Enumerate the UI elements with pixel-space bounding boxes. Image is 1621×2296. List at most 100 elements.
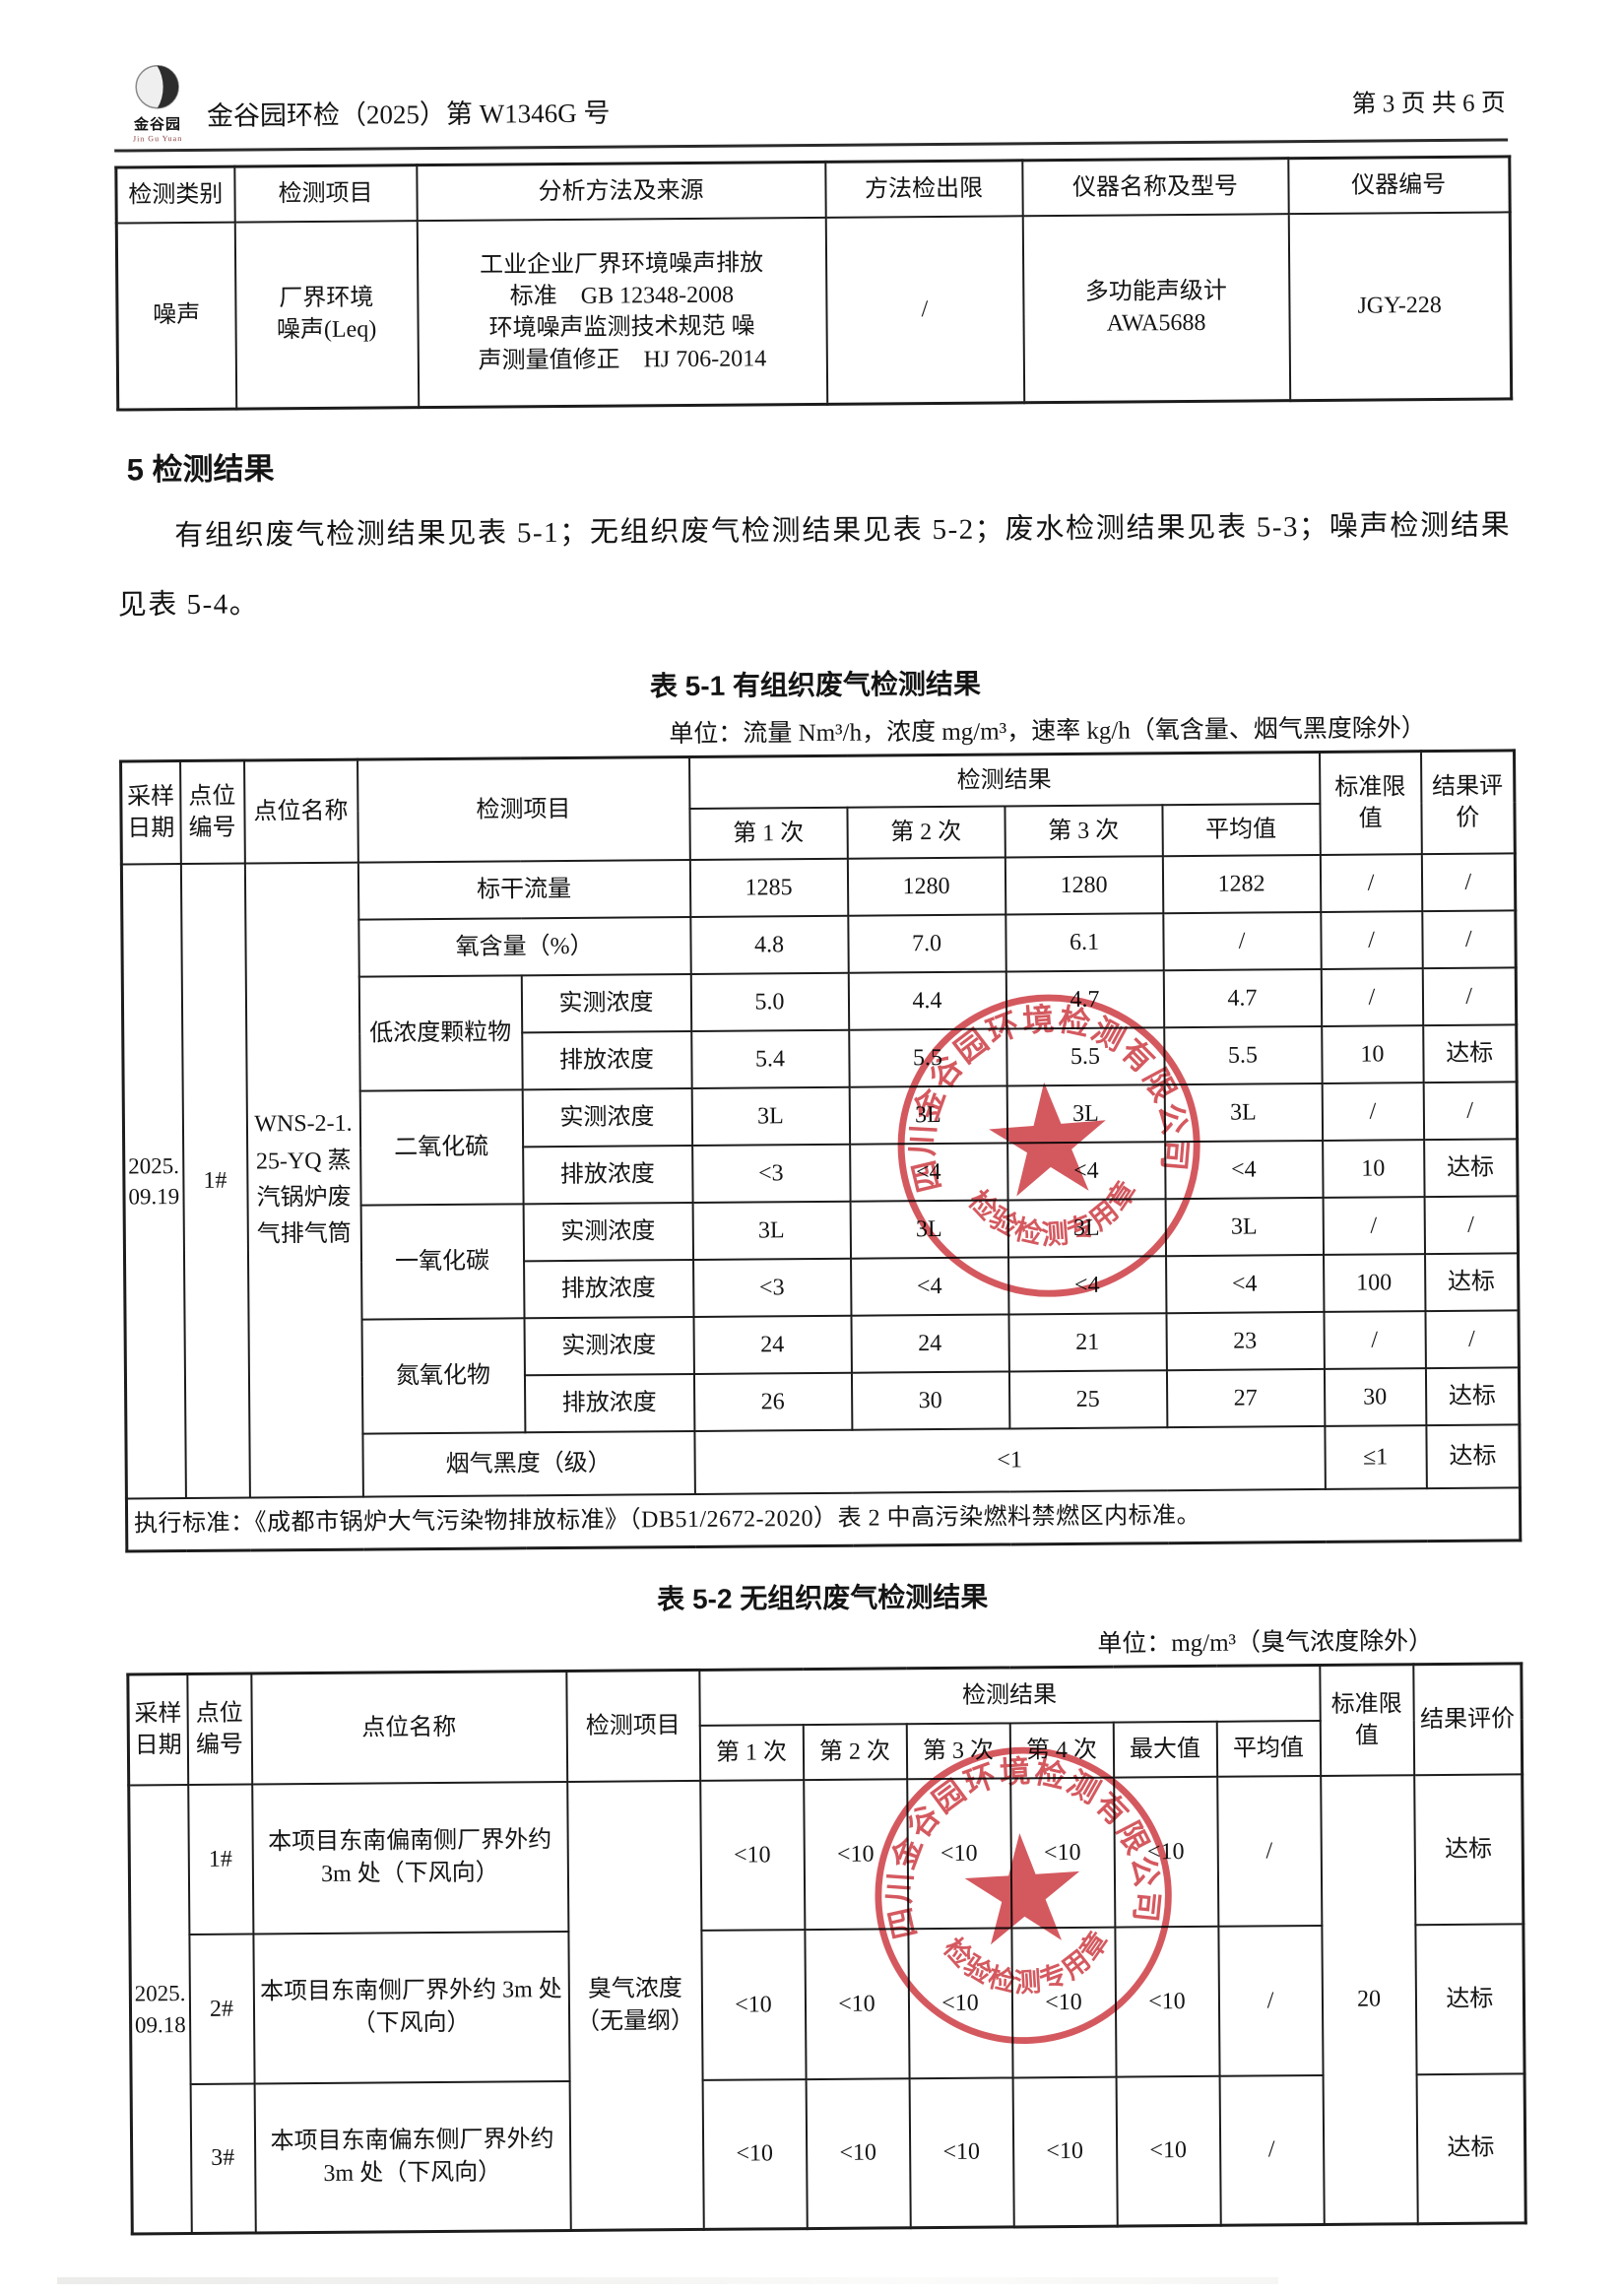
item-cell: 标干流量 [357,859,690,920]
value-cell: 3L [1164,1082,1323,1142]
value-cell: <4 [1164,1140,1324,1199]
col-header: 仪器编号 [1287,157,1511,214]
item-group-cell: 一氧化碳 [360,1204,525,1320]
value-cell: 24 [850,1314,1009,1373]
logo-subtext: Jin Gu Yuan [132,133,183,143]
value-cell: <10 [1114,1926,1220,2077]
limit-cell: / [1322,1082,1424,1141]
value-cell: <10 [1116,2075,1221,2227]
eval-cell: 达标 [1424,1253,1519,1311]
value-cell: <10 [700,1929,807,2080]
item-cell: 氧含量（%） [357,916,691,977]
value-cell: <4 [1007,1255,1166,1315]
value-cell: 3L [692,1201,851,1260]
item-group-cell: 低浓度颗粒物 [358,975,523,1091]
value-cell: <4 [850,1257,1008,1316]
table-5-1-unit-note: 单位：流量 Nm³/h，浓度 mg/m³，速率 kg/h（氧含量、烟气黑度除外） [669,715,1426,749]
value-cell: 4.4 [848,971,1006,1030]
value-cell: 3L [1006,1083,1165,1144]
value-cell: / [1162,911,1322,970]
col-header: 结果评价 [1420,751,1516,854]
item-cell: 排放浓度 [524,1373,694,1433]
col-header: 第 4 次 [1009,1722,1114,1779]
item-cell: 排放浓度 [521,1030,692,1090]
col-header: 仪器名称及型号 [1021,158,1289,216]
value-cell: 3L [691,1086,850,1146]
col-header: 第 3 次 [1004,804,1163,858]
eval-cell: 达标 [1425,1424,1521,1488]
value-cell: 5.4 [690,1029,850,1088]
col-header: 第 2 次 [803,1724,907,1780]
intro-paragraph: 有组织废气检测结果见表 5-1；无组织废气检测结果见表 5-2；废水检测结果见表… [117,509,1512,622]
table-row: 2# 本项目东南侧厂界外约 3m 处（下风向） <10 <10 <10 <10 … [130,1924,1525,2084]
value-cell: 24 [692,1315,852,1374]
value-cell: <10 [1113,1776,1218,1928]
eval-cell: 达标 [1413,1774,1524,1926]
value-cell: / [1216,1775,1322,1927]
item-cell: 排放浓度 [522,1145,693,1205]
col-header: 第 1 次 [688,807,848,860]
point-no-cell: 1# [187,1784,253,1935]
method-cell: 工业企业厂界环境噪声排放 标准 GB 12348-2008 环境噪声监测技术规范… [417,217,827,408]
point-name-cell: WNS-2-1.25-YQ 蒸汽锅炉废气排气筒 [244,862,363,1498]
table-5-2-unit-note: 单位：mg/m³（臭气浓度除外） [1097,1628,1434,1659]
value-cell: 1282 [1162,854,1321,913]
value-cell: 21 [1007,1312,1167,1372]
limit-cell: / [1323,1310,1426,1369]
table-5-1-wrap: 采样日期 点位编号 点位名称 检测项目 检测结果 标准限值 结果评价 第 1 次… [119,749,1523,1553]
col-header: 点位编号 [179,760,245,864]
value-cell: 7.0 [847,914,1006,973]
value-cell: 5.5 [848,1028,1007,1087]
limit-cell: 10 [1322,1139,1425,1198]
eval-cell: 达标 [1414,1924,1525,2075]
col-header: 第 1 次 [699,1724,804,1781]
point-no-cell: 3# [190,2083,256,2234]
value-cell: 3L [1007,1198,1166,1258]
col-header: 方法检出限 [824,160,1023,218]
value-cell: 5.5 [1163,1025,1323,1084]
point-name-cell: 本项目东南侧厂界外约 3m 处（下风向） [252,1931,570,2084]
value-cell: <10 [907,1928,1013,2079]
col-header: 结果评价 [1412,1664,1523,1776]
item-cell: 实测浓度 [523,1202,693,1262]
value-cell: 27 [1166,1368,1325,1427]
value-cell: <10 [699,1779,805,1931]
eval-cell: 达标 [1422,1024,1518,1082]
eval-cell: / [1421,853,1516,911]
page-header: 金谷园 Jin Gu Yuan 金谷园环检（2025）第 W1346G 号 第 … [113,0,1509,153]
limit-cell: ≤1 [1324,1424,1427,1489]
eval-cell: / [1422,967,1517,1025]
value-cell: <4 [849,1143,1008,1202]
sample-date-cell: 2025. 09.19 [121,863,186,1499]
value-cell: <10 [1010,1927,1117,2078]
col-header: 检测项目 [565,1670,700,1782]
value-cell: 6.1 [1005,912,1164,972]
limit-cell: 10 [1321,1024,1424,1083]
col-header: 检测结果 [688,752,1320,809]
col-header: 检测项目 [233,164,418,223]
point-no-cell: 2# [188,1934,255,2084]
col-header: 点位名称 [243,759,358,864]
col-header: 平均值 [1216,1720,1321,1777]
item-cell: 实测浓度 [521,973,691,1033]
value-cell: <10 [803,1779,908,1930]
scan-artifact [57,2277,1278,2284]
col-header: 最大值 [1113,1721,1217,1778]
item-group-cell: 二氧化硫 [359,1089,524,1206]
col-header: 标准限值 [1319,751,1422,855]
col-header: 分析方法及来源 [416,162,826,221]
logo-leaf-icon [135,64,179,109]
value-cell: <10 [906,1778,1011,1930]
method-table-row: 噪声 厂界环境 噪声(Leq) 工业企业厂界环境噪声排放 标准 GB 12348… [116,212,1512,411]
value-cell: 5.0 [690,972,849,1031]
eval-cell: / [1423,1082,1518,1140]
table-5-1: 采样日期 点位编号 点位名称 检测项目 检测结果 标准限值 结果评价 第 1 次… [119,749,1523,1553]
logo-name: 金谷园 [133,117,182,134]
col-header: 平均值 [1161,803,1321,856]
standard-note-row: 执行标准：《成都市锅炉大气污染物排放标准》（DB51/2672-2020）表 2… [126,1487,1521,1552]
item-cell: 臭气浓度（无量纲） [566,1780,704,2231]
eval-cell: / [1421,910,1517,968]
value-cell: <3 [692,1258,851,1317]
limit-cell: / [1323,1196,1425,1255]
